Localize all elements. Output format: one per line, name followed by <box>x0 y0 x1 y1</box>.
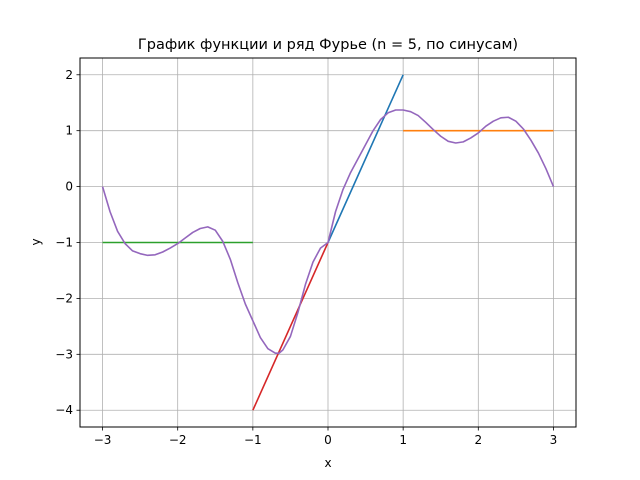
y-tick-label: 2 <box>65 68 73 82</box>
series-line-1 <box>327 74 404 243</box>
y-tick-label: −4 <box>55 403 73 417</box>
x-tick-label: 1 <box>399 433 407 447</box>
y-tick-label: 1 <box>65 124 73 138</box>
y-axis-label: y <box>29 238 43 245</box>
y-tick-label: 0 <box>65 180 73 194</box>
x-tick-label: 3 <box>550 433 558 447</box>
ticks: −3 −2 −1 0 1 2 3 −4 −3 −2 −1 0 1 2 <box>55 68 557 447</box>
series-group <box>101 74 555 411</box>
x-tick-label: 2 <box>474 433 482 447</box>
x-tick-label: −1 <box>244 433 262 447</box>
chart-title: График функции и ряд Фурье (n = 5, по си… <box>138 37 518 53</box>
y-tick-label: −1 <box>55 236 73 250</box>
series-line-4 <box>252 242 329 411</box>
series-line-5 <box>101 109 555 355</box>
x-tick-label: −2 <box>169 433 187 447</box>
y-tick-label: −3 <box>55 347 73 361</box>
x-tick-label: −3 <box>94 433 112 447</box>
y-tick-label: −2 <box>55 291 73 305</box>
x-axis-label: x <box>324 456 331 470</box>
x-tick-label: 0 <box>324 433 332 447</box>
